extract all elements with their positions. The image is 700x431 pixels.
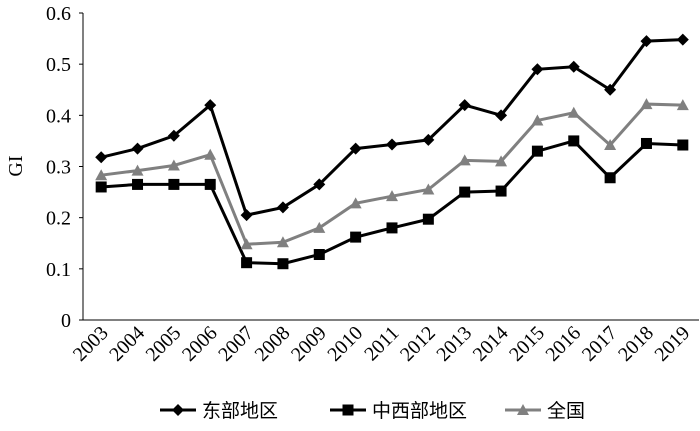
x-tick-label: 2003 xyxy=(69,322,113,366)
legend-label: 全国 xyxy=(547,400,585,422)
y-tick-label: 0.2 xyxy=(46,208,71,230)
point xyxy=(167,159,180,171)
point xyxy=(167,129,180,142)
y-tick-label: 0.5 xyxy=(46,54,71,76)
point xyxy=(676,99,689,111)
point xyxy=(95,151,108,164)
point xyxy=(131,164,144,176)
line xyxy=(101,139,683,266)
point xyxy=(568,135,580,147)
x-tick-label: 2008 xyxy=(251,322,295,366)
y-axis-label: GI xyxy=(5,155,27,176)
point xyxy=(422,183,435,195)
point xyxy=(95,181,107,193)
y-tick-label: 0 xyxy=(61,310,71,332)
point xyxy=(349,142,362,155)
point xyxy=(350,231,362,243)
point xyxy=(132,178,144,190)
point xyxy=(531,145,543,157)
point xyxy=(495,155,508,167)
point xyxy=(241,257,253,269)
point xyxy=(240,209,253,222)
point xyxy=(567,60,580,73)
x-tick-label: 2011 xyxy=(360,322,403,365)
point xyxy=(95,169,108,181)
point xyxy=(313,221,326,233)
x-tick-label: 2007 xyxy=(214,322,258,366)
point xyxy=(276,201,289,214)
point xyxy=(531,63,544,76)
point xyxy=(204,178,216,190)
y-tick-label: 0.1 xyxy=(46,259,71,281)
point xyxy=(604,83,617,96)
x-tick-label: 2015 xyxy=(505,322,549,366)
point xyxy=(276,236,289,248)
point xyxy=(459,186,471,198)
x-tick-label: 2005 xyxy=(142,322,186,366)
point xyxy=(567,106,580,118)
point xyxy=(386,222,398,234)
point xyxy=(386,138,398,151)
x-tick-label: 2013 xyxy=(432,322,476,366)
point xyxy=(313,178,326,191)
point xyxy=(640,35,653,48)
point xyxy=(604,139,617,151)
x-tick-label: 2006 xyxy=(178,322,222,366)
legend-label: 东部地区 xyxy=(202,400,278,422)
point xyxy=(495,185,507,197)
point xyxy=(313,249,325,261)
point xyxy=(168,178,180,190)
point xyxy=(240,238,253,250)
legend-marker xyxy=(342,404,354,416)
x-tick-label: 2004 xyxy=(105,322,149,366)
y-tick-label: 0.6 xyxy=(46,3,71,25)
x-tick-label: 2018 xyxy=(614,322,658,366)
point xyxy=(604,172,616,184)
point xyxy=(531,114,544,126)
point xyxy=(204,148,217,160)
point xyxy=(131,142,144,155)
x-tick-label: 2012 xyxy=(396,322,440,366)
point xyxy=(676,33,689,46)
y-tick-label: 0.3 xyxy=(46,157,71,179)
point xyxy=(458,154,471,166)
legend-marker xyxy=(172,404,184,416)
point xyxy=(277,258,289,270)
x-tick-label: 2017 xyxy=(578,322,622,366)
legend-marker xyxy=(517,404,529,415)
point xyxy=(640,98,653,110)
line xyxy=(100,38,683,217)
point xyxy=(640,137,652,149)
point xyxy=(204,99,217,112)
y-tick-label: 0.4 xyxy=(46,105,71,127)
point xyxy=(422,213,434,225)
x-tick-label: 2019 xyxy=(651,322,695,366)
legend-label: 中西部地区 xyxy=(372,400,467,422)
x-tick-label: 2010 xyxy=(323,322,367,366)
point xyxy=(422,133,435,146)
point xyxy=(386,190,398,202)
point xyxy=(495,109,508,122)
point xyxy=(677,139,689,151)
x-tick-label: 2009 xyxy=(287,322,331,366)
x-tick-label: 2014 xyxy=(469,322,513,366)
x-tick-label: 2016 xyxy=(541,322,585,366)
point xyxy=(349,197,362,209)
point xyxy=(458,99,471,112)
